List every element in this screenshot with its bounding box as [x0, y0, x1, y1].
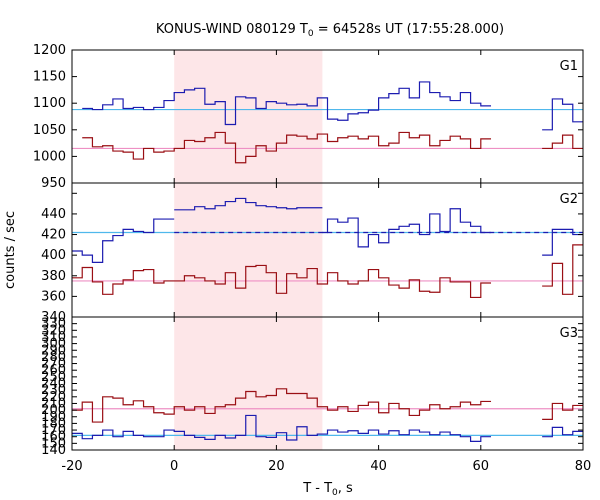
panel-G3-ytick-label-4: 180 [41, 416, 66, 431]
chart-title-main: KONUS-WIND 080129 T [156, 22, 308, 37]
chart-title: KONUS-WIND 080129 T0 = 64528s UT (17:55:… [156, 22, 504, 39]
panel-G2-ytick-label-2: 380 [41, 269, 66, 284]
panel-G3-ytick-label-16: 300 [41, 337, 66, 352]
panel-G1-series-blue-0 [82, 81, 492, 126]
panel-G3-series-red-0 [72, 388, 492, 423]
panel-G3-ytick-label-11: 250 [41, 370, 66, 385]
panel-G3-ytick-label-13: 270 [41, 357, 66, 372]
panel-G2-series-blue-2 [322, 208, 492, 248]
panel-G3-series-blue-1 [542, 426, 583, 438]
panel-G1-series-blue-1 [542, 98, 583, 131]
panel-G1-series-red-1 [542, 134, 583, 150]
panel-G1-ytick-label-5: 1200 [33, 43, 66, 58]
panel-G3-ytick-label-8: 220 [41, 390, 66, 405]
x-axis-label: T - T0, s [302, 481, 353, 498]
x-axis-label-sub: 0 [332, 488, 338, 498]
panel-G2-ytick-label-4: 420 [41, 228, 66, 243]
panel-G3-series-blue-0 [72, 414, 492, 442]
x-tick-label-3: 40 [370, 459, 387, 474]
panel-G2-series-blue-0 [72, 218, 175, 263]
plot-layer: 95010001050110011501200G1340360380400420… [33, 43, 591, 474]
x-axis-label-main: T - T [302, 481, 332, 496]
chart-title-sub: 0 [308, 29, 314, 39]
panel-G3-ytick-label-2: 160 [41, 430, 66, 445]
panel-G3-ytick-label-1: 150 [41, 436, 66, 451]
panel-G3-ytick-label-12: 260 [41, 363, 66, 378]
shaded-interval [174, 50, 323, 450]
panel-G2-frame [71, 182, 584, 318]
x-tick-label-0: -20 [61, 459, 82, 474]
panel-G3-ytick-label-19: 330 [41, 317, 66, 332]
panel-G3-series-red-1 [542, 402, 583, 421]
panel-G1-ytick-label-4: 1150 [33, 70, 66, 85]
panel-G3-ytick-label-0: 140 [41, 443, 66, 458]
panel-G3-ytick-label-9: 230 [41, 383, 66, 398]
panel-G1-ytick-label-1: 1000 [33, 149, 66, 164]
panel-label-G3: G3 [560, 326, 578, 341]
panel-G2-ytick-label-1: 360 [41, 289, 66, 304]
panel-G3-ytick-label-3: 170 [41, 423, 66, 438]
x-tick-label-2: 20 [268, 459, 285, 474]
panel-G3-ytick-label-7: 210 [41, 396, 66, 411]
panel-G2-series-red-0 [72, 264, 492, 299]
panel-G1-ytick-label-2: 1050 [33, 123, 66, 138]
panel-G3-ytick-label-10: 240 [41, 377, 66, 392]
chart-title-tail: = 64528s UT (17:55:28.000) [314, 22, 504, 37]
panel-G2-ytick-label-0: 340 [41, 310, 66, 325]
panel-G2-series-blue-1 [174, 197, 323, 211]
panel-G2-series-blue-3 [542, 228, 583, 256]
panel-label-G1: G1 [560, 59, 578, 74]
panel-G3-ytick-label-5: 190 [41, 410, 66, 425]
panel-G3-ytick-label-15: 290 [41, 343, 66, 358]
panel-G1-ytick-label-0: 950 [41, 176, 66, 191]
y-axis-label: counts / sec [3, 211, 18, 289]
panel-G2-ytick-label-5: 440 [41, 207, 66, 222]
panel-G3-ytick-label-18: 320 [41, 323, 66, 338]
panel-G3-ytick-label-17: 310 [41, 330, 66, 345]
panel-G3-ytick-label-6: 200 [41, 403, 66, 418]
x-tick-label-1: 0 [170, 459, 178, 474]
panel-G1-ytick-label-3: 1100 [33, 96, 66, 111]
panel-G1-series-red-0 [82, 131, 492, 164]
panel-label-G2: G2 [560, 192, 578, 207]
panel-G2-ytick-label-3: 400 [41, 248, 66, 263]
panel-G3-ytick-label-14: 280 [41, 350, 66, 365]
panel-G2-series-red-1 [542, 244, 583, 295]
x-tick-label-5: 80 [575, 459, 592, 474]
x-tick-label-4: 60 [473, 459, 490, 474]
x-axis-label-tail: , s [338, 481, 353, 496]
